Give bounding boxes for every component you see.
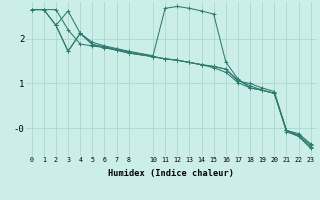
X-axis label: Humidex (Indice chaleur): Humidex (Indice chaleur) — [108, 169, 234, 178]
